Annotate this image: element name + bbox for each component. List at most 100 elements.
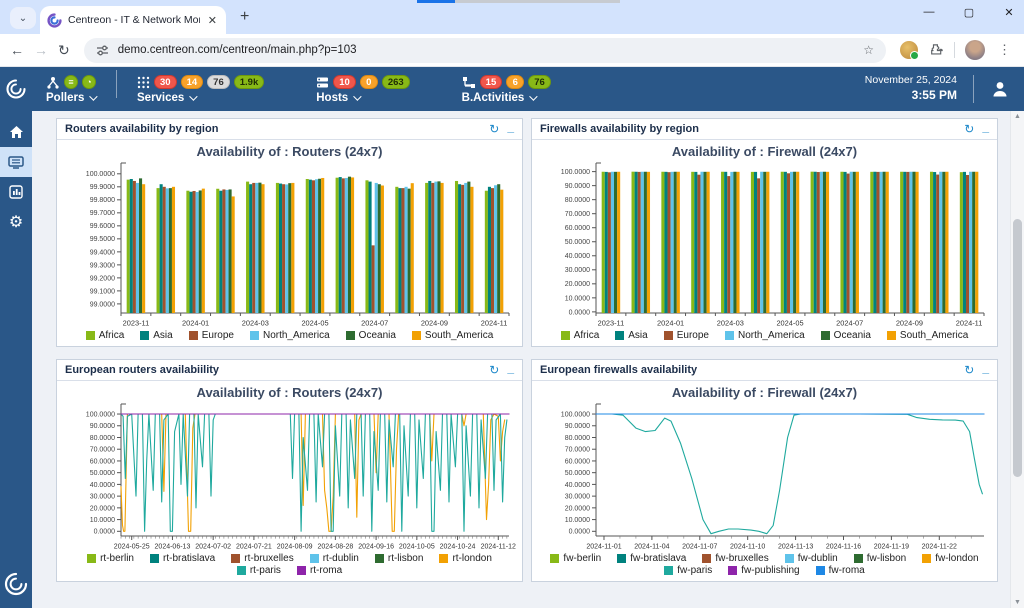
legend-item-Asia[interactable]: Asia — [615, 330, 647, 341]
legend-item-North_America[interactable]: North_America — [250, 330, 330, 341]
legend-item-fw-publishing[interactable]: fw-publishing — [728, 565, 799, 576]
minimize-icon[interactable]: _ — [982, 362, 989, 374]
legend-item-rt-bratislava[interactable]: rt-bratislava — [150, 553, 215, 564]
bookmark-star-icon[interactable]: ☆ — [863, 43, 874, 57]
legend-item-Oceania[interactable]: Oceania — [821, 330, 871, 341]
svg-text:99.4000: 99.4000 — [89, 249, 114, 256]
gear-icon: ⚙ — [9, 212, 23, 232]
legend-item-rt-lisbon[interactable]: rt-lisbon — [375, 553, 424, 564]
hosts-down-badge[interactable]: 10 — [333, 75, 356, 89]
legend-item-South_America[interactable]: South_America — [887, 330, 968, 341]
tab-close-icon[interactable]: ✕ — [206, 14, 219, 27]
hosts-unreachable-badge[interactable]: 0 — [360, 75, 378, 89]
svg-text:100.0000: 100.0000 — [560, 169, 589, 176]
menu-services[interactable]: 30 14 76 1.9k Services — [137, 70, 264, 108]
legend-item-rt-roma[interactable]: rt-roma — [297, 565, 342, 576]
url-text[interactable]: demo.centreon.com/centreon/main.php?p=10… — [118, 44, 855, 56]
panel-title: Firewalls availability by region — [540, 123, 956, 135]
legend-swatch — [237, 566, 246, 575]
new-tab-button[interactable]: + — [240, 8, 249, 26]
panel-title: European firewalls availability — [540, 364, 956, 376]
window-maximize-button[interactable]: ▢ — [962, 6, 976, 19]
scroll-up-arrow[interactable]: ▲ — [1011, 113, 1024, 120]
svg-text:90.0000: 90.0000 — [564, 183, 589, 190]
home-icon — [9, 125, 24, 139]
sidebar-item-monitoring[interactable] — [0, 147, 32, 177]
legend-label: Asia — [153, 330, 172, 341]
window-minimize-button[interactable]: — — [922, 6, 936, 19]
minimize-icon[interactable]: _ — [507, 362, 514, 374]
legend-item-rt-berlin[interactable]: rt-berlin — [87, 553, 134, 564]
minimize-icon[interactable]: _ — [507, 121, 514, 133]
refresh-icon[interactable]: ↻ — [964, 364, 974, 376]
minimize-icon[interactable]: _ — [982, 121, 989, 133]
legend-item-South_America[interactable]: South_America — [412, 330, 493, 341]
svg-text:2024-11-07: 2024-11-07 — [682, 544, 717, 551]
browser-menu-icon[interactable]: ⋮ — [995, 42, 1014, 58]
profile-avatar[interactable] — [965, 40, 985, 60]
legend-item-Europe[interactable]: Europe — [189, 330, 234, 341]
reload-button[interactable]: ↻ — [58, 42, 70, 59]
legend-swatch — [231, 554, 240, 563]
menu-pollers[interactable]: ≡ ◔ Pollers — [46, 70, 96, 108]
legend-item-rt-dublin[interactable]: rt-dublin — [310, 553, 359, 564]
legend-swatch — [922, 554, 931, 563]
svg-text:30.0000: 30.0000 — [564, 267, 589, 274]
legend-item-fw-dublin[interactable]: fw-dublin — [785, 553, 838, 564]
menu-hosts[interactable]: 10 0 263 Hosts — [316, 70, 409, 108]
site-settings-icon[interactable] — [96, 44, 109, 57]
ba-warning-badge[interactable]: 6 — [506, 75, 524, 89]
legend-swatch — [150, 554, 159, 563]
ba-ok-badge[interactable]: 76 — [528, 75, 551, 89]
tab-search-button[interactable]: ⌄ — [10, 7, 36, 29]
sidebar-item-home[interactable] — [0, 117, 32, 147]
legend-item-Asia[interactable]: Asia — [140, 330, 172, 341]
header-time: 3:55 PM — [865, 88, 957, 104]
legend-item-Africa[interactable]: Africa — [561, 330, 600, 341]
back-button[interactable]: ← — [10, 42, 24, 58]
legend-item-fw-berlin[interactable]: fw-berlin — [550, 553, 601, 564]
scroll-down-arrow[interactable]: ▼ — [1011, 599, 1024, 606]
legend-item-rt-paris[interactable]: rt-paris — [237, 565, 281, 576]
legend-item-rt-london[interactable]: rt-london — [439, 553, 491, 564]
legend-item-fw-bruxelles[interactable]: fw-bruxelles — [702, 553, 768, 564]
svg-text:60.0000: 60.0000 — [564, 225, 589, 232]
ba-critical-badge[interactable]: 15 — [480, 75, 503, 89]
legend-item-fw-bratislava[interactable]: fw-bratislava — [617, 553, 686, 564]
sidebar-item-configuration[interactable]: ⚙ — [0, 207, 32, 237]
services-critical-badge[interactable]: 30 — [154, 75, 177, 89]
legend-item-fw-roma[interactable]: fw-roma — [816, 565, 865, 576]
legend-item-Oceania[interactable]: Oceania — [346, 330, 396, 341]
menu-bactivities[interactable]: 15 6 76 B.Activities — [462, 70, 551, 108]
legend-item-Europe[interactable]: Europe — [664, 330, 709, 341]
legend-swatch — [87, 554, 96, 563]
extension-avatar-icon[interactable] — [900, 41, 918, 59]
window-close-button[interactable]: ✕ — [1002, 6, 1016, 19]
refresh-icon[interactable]: ↻ — [489, 364, 499, 376]
extensions-puzzle-icon[interactable] — [928, 42, 944, 58]
sidebar-item-reporting[interactable] — [0, 177, 32, 207]
services-unknown-badge[interactable]: 76 — [207, 75, 230, 89]
refresh-icon[interactable]: ↻ — [489, 123, 499, 135]
refresh-icon[interactable]: ↻ — [964, 123, 974, 135]
services-ok-badge[interactable]: 1.9k — [234, 75, 265, 89]
poller-latency-badge[interactable]: ◔ — [82, 75, 96, 89]
browser-tab[interactable]: Centreon - IT & Network Monit ✕ — [40, 6, 226, 34]
chart-legend: Africa Asia Europe North_America Oceania Sout… — [57, 329, 522, 346]
legend-item-fw-london[interactable]: fw-london — [922, 553, 978, 564]
window-top-strip — [0, 0, 1024, 3]
poller-list-badge[interactable]: ≡ — [64, 75, 78, 89]
legend-item-Africa[interactable]: Africa — [86, 330, 125, 341]
report-chart-icon — [9, 185, 23, 199]
user-profile-icon[interactable] — [990, 79, 1010, 99]
legend-item-fw-lisbon[interactable]: fw-lisbon — [854, 553, 906, 564]
legend-item-North_America[interactable]: North_America — [725, 330, 805, 341]
legend-item-fw-paris[interactable]: fw-paris — [664, 565, 712, 576]
page-scrollbar[interactable]: ▲ ▼ — [1010, 111, 1024, 608]
scrollbar-thumb[interactable] — [1013, 219, 1022, 477]
forward-button[interactable]: → — [34, 42, 48, 58]
legend-item-rt-bruxelles[interactable]: rt-bruxelles — [231, 553, 293, 564]
hosts-up-badge[interactable]: 263 — [382, 75, 410, 89]
address-bar[interactable]: demo.centreon.com/centreon/main.php?p=10… — [84, 38, 886, 63]
services-warning-badge[interactable]: 14 — [181, 75, 204, 89]
